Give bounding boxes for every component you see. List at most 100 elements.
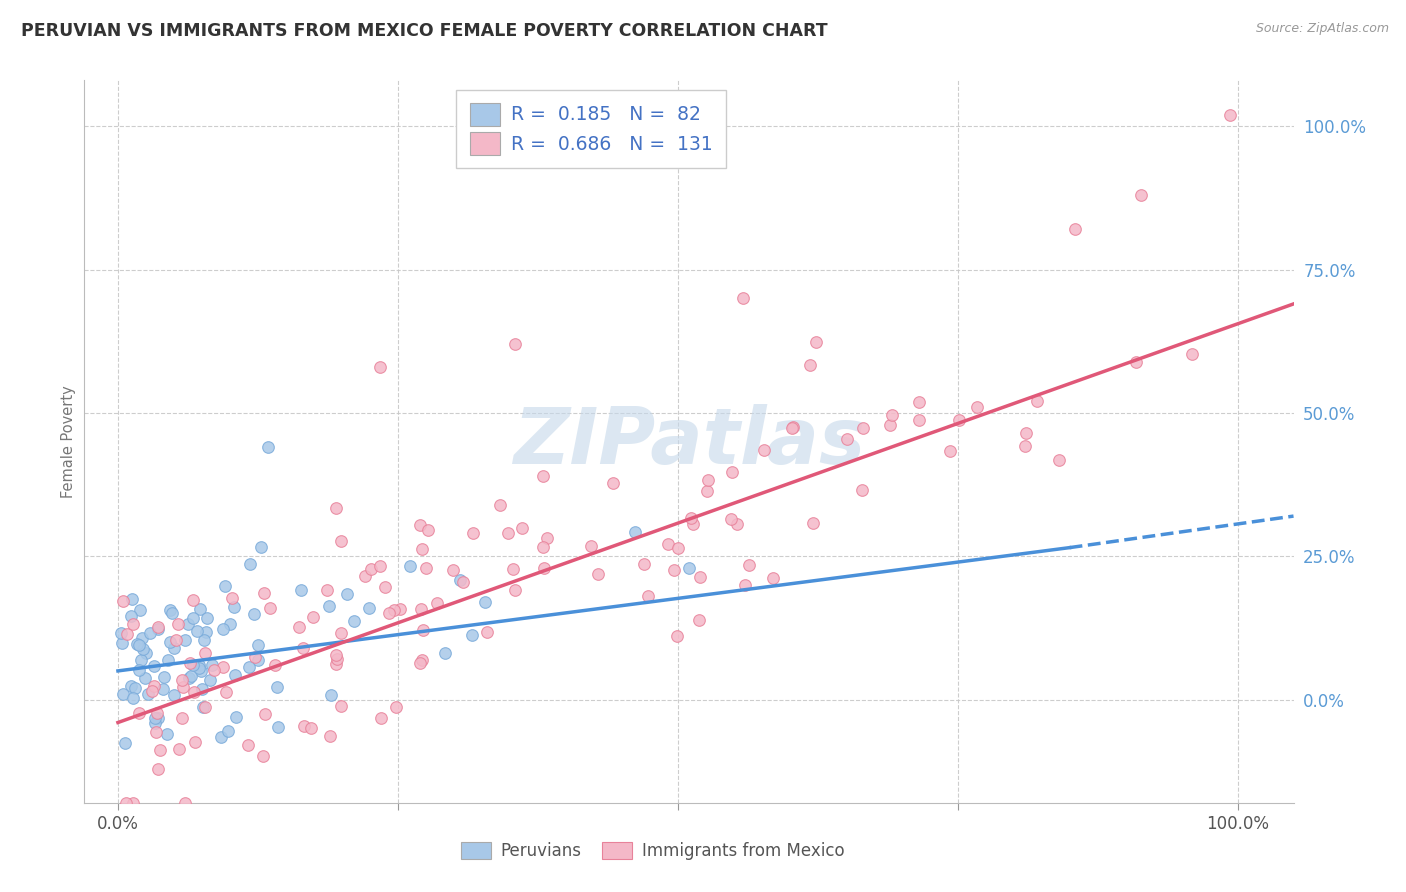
Point bbox=[408, 518, 430, 533]
Point bbox=[188, 661, 211, 675]
Point bbox=[301, 610, 323, 624]
Point bbox=[536, 531, 558, 545]
Point bbox=[183, 593, 205, 607]
Point bbox=[148, 711, 170, 725]
Point bbox=[411, 542, 433, 557]
Point bbox=[145, 724, 167, 739]
Point bbox=[1129, 188, 1152, 202]
Point bbox=[202, 663, 225, 677]
Point bbox=[239, 557, 262, 571]
Point bbox=[198, 673, 221, 687]
Point bbox=[408, 657, 430, 671]
Point bbox=[531, 541, 554, 555]
Point bbox=[257, 440, 280, 454]
Point bbox=[588, 567, 610, 582]
Point bbox=[266, 680, 288, 694]
Point bbox=[181, 611, 204, 625]
Point bbox=[398, 558, 420, 573]
Point bbox=[939, 444, 962, 458]
Point bbox=[195, 624, 218, 639]
Point bbox=[359, 600, 381, 615]
Point bbox=[253, 586, 276, 600]
Point bbox=[441, 563, 464, 577]
Point bbox=[325, 648, 347, 662]
Point bbox=[319, 689, 342, 703]
Point bbox=[127, 637, 149, 651]
Point bbox=[120, 679, 142, 693]
Point bbox=[725, 516, 748, 531]
Point bbox=[222, 599, 245, 614]
Point bbox=[143, 715, 166, 730]
Point bbox=[146, 763, 169, 777]
Point bbox=[186, 624, 208, 639]
Point bbox=[623, 524, 645, 539]
Point bbox=[173, 632, 195, 647]
Point bbox=[138, 686, 160, 700]
Point bbox=[188, 602, 211, 616]
Point bbox=[124, 681, 146, 695]
Point bbox=[114, 736, 136, 750]
Point bbox=[180, 669, 202, 683]
Point bbox=[135, 646, 157, 660]
Point bbox=[835, 433, 858, 447]
Point bbox=[143, 658, 166, 673]
Point bbox=[292, 640, 315, 655]
Point bbox=[374, 580, 396, 594]
Point bbox=[503, 337, 526, 351]
Point bbox=[193, 633, 215, 648]
Point bbox=[581, 539, 603, 553]
Point bbox=[181, 657, 204, 672]
Point bbox=[170, 673, 193, 687]
Point bbox=[112, 593, 135, 607]
Point bbox=[246, 638, 269, 652]
Point bbox=[852, 421, 875, 435]
Point bbox=[191, 681, 214, 696]
Point bbox=[195, 611, 218, 625]
Point bbox=[782, 420, 804, 434]
Point bbox=[762, 571, 785, 585]
Point bbox=[336, 587, 359, 601]
Point bbox=[115, 626, 138, 640]
Point bbox=[754, 443, 776, 458]
Point bbox=[141, 684, 163, 698]
Point bbox=[149, 743, 172, 757]
Point bbox=[167, 616, 190, 631]
Text: PERUVIAN VS IMMIGRANTS FROM MEXICO FEMALE POVERTY CORRELATION CHART: PERUVIAN VS IMMIGRANTS FROM MEXICO FEMAL… bbox=[21, 22, 828, 40]
Point bbox=[247, 653, 270, 667]
Point bbox=[148, 620, 170, 634]
Point bbox=[201, 657, 224, 672]
Point bbox=[221, 591, 243, 606]
Point bbox=[851, 483, 873, 497]
Point bbox=[657, 537, 679, 551]
Point bbox=[449, 573, 471, 587]
Point bbox=[209, 730, 232, 744]
Point bbox=[121, 690, 143, 705]
Point bbox=[242, 607, 264, 621]
Point bbox=[326, 651, 349, 665]
Point bbox=[411, 653, 433, 667]
Point bbox=[214, 579, 236, 593]
Point bbox=[512, 521, 534, 535]
Point bbox=[602, 476, 624, 491]
Point bbox=[143, 679, 166, 693]
Point bbox=[163, 688, 186, 702]
Point bbox=[159, 602, 181, 616]
Point bbox=[177, 616, 200, 631]
Point bbox=[157, 653, 180, 667]
Point bbox=[319, 729, 342, 743]
Point bbox=[134, 672, 156, 686]
Point bbox=[315, 583, 337, 598]
Text: ZIPatlas: ZIPatlas bbox=[513, 403, 865, 480]
Point bbox=[129, 603, 152, 617]
Point bbox=[474, 595, 496, 609]
Point bbox=[1014, 440, 1036, 454]
Point bbox=[318, 599, 340, 613]
Point bbox=[225, 710, 247, 724]
Point bbox=[948, 413, 970, 427]
Point bbox=[219, 617, 242, 632]
Point bbox=[179, 656, 201, 670]
Point bbox=[325, 501, 347, 516]
Point bbox=[668, 541, 690, 555]
Point bbox=[174, 796, 197, 810]
Point bbox=[451, 575, 474, 590]
